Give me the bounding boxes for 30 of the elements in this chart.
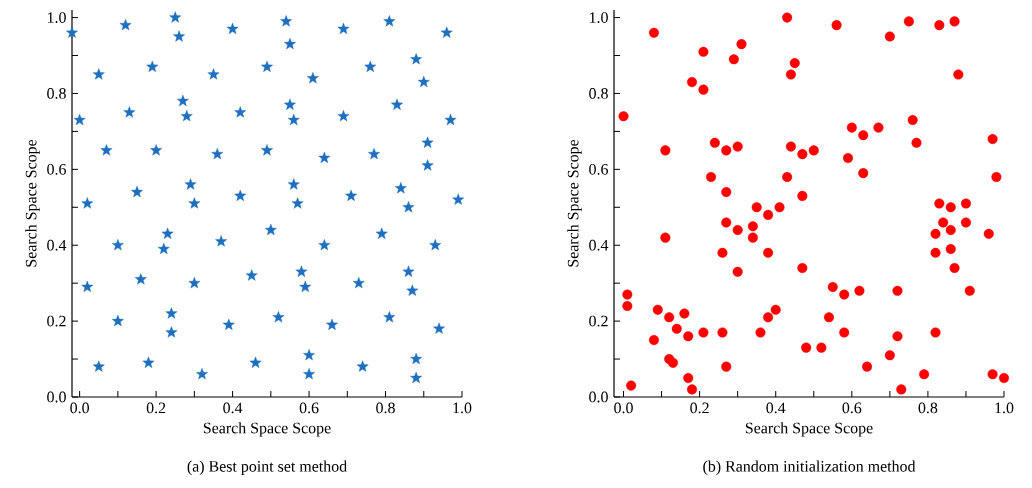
x-tick-label: 1.0 [995, 402, 1014, 414]
x-tick-label: 0.6 [299, 402, 319, 414]
x-tick-label: 0.2 [690, 402, 709, 414]
y-tick-label: 0.0 [47, 391, 66, 403]
y-tick-label: 1.0 [47, 12, 66, 23]
y-tick-label: 0.4 [589, 239, 609, 251]
x-axis-title: Search Space Scope [745, 422, 873, 437]
x-tick-label: 1.0 [453, 402, 472, 414]
y-axis-title: Search Space Scope [567, 139, 582, 267]
y-tick-label: 0.0 [589, 391, 608, 403]
x-tick-label: 0.8 [376, 402, 395, 414]
y-tick-label: 0.4 [47, 239, 67, 251]
text: (b) Random initialization method [703, 460, 916, 475]
x-tick-label: 0.8 [918, 402, 938, 414]
text: (a) Best point set method [187, 460, 347, 475]
x-tick-label: 0.0 [614, 402, 633, 414]
x-tick-label: 0.6 [842, 402, 862, 414]
y-tick-label: 0.6 [47, 163, 67, 175]
x-tick-label: 0.0 [70, 402, 89, 414]
y-tick-label: 0.2 [47, 315, 66, 327]
x-tick-label: 0.4 [766, 402, 786, 414]
x-axis-title: Search Space Scope [203, 422, 331, 437]
x-tick-label: 0.2 [146, 402, 166, 414]
y-tick-label: 0.6 [589, 163, 609, 175]
x-tick-label: 0.4 [223, 402, 243, 414]
y-tick-label: 0.8 [589, 88, 608, 99]
y-tick-label: 0.8 [47, 88, 66, 99]
y-tick-label: 1.0 [589, 12, 608, 23]
y-tick-label: 0.2 [589, 315, 608, 327]
y-axis-title: Search Space Scope [25, 139, 40, 267]
